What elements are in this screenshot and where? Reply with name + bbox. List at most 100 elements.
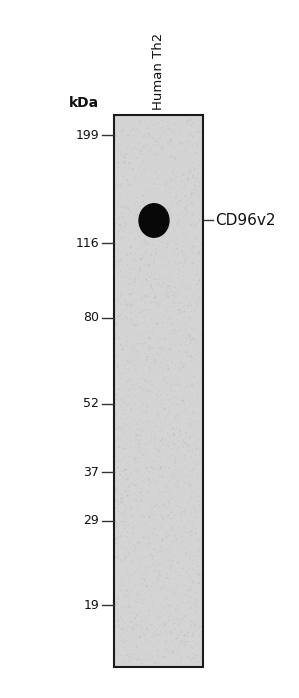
Point	[187, 570, 192, 581]
Point	[161, 602, 166, 614]
Point	[163, 332, 168, 343]
Point	[183, 318, 188, 329]
Point	[123, 299, 128, 310]
Point	[171, 494, 176, 505]
Point	[197, 570, 202, 581]
Point	[127, 384, 132, 395]
Point	[184, 547, 189, 558]
Point	[136, 504, 141, 515]
Point	[170, 290, 175, 302]
Point	[190, 642, 195, 653]
Point	[167, 331, 171, 342]
Point	[158, 131, 162, 142]
Point	[157, 501, 162, 512]
Point	[194, 595, 199, 606]
Point	[123, 486, 128, 497]
Point	[149, 174, 154, 185]
Point	[174, 470, 179, 481]
Point	[131, 607, 136, 618]
Point	[184, 380, 189, 392]
Point	[177, 467, 181, 478]
Point	[131, 163, 136, 174]
Point	[133, 173, 138, 184]
Point	[132, 452, 137, 463]
Point	[141, 131, 145, 142]
Point	[196, 255, 201, 267]
Point	[162, 231, 167, 242]
Point	[193, 185, 198, 196]
Point	[168, 281, 173, 292]
Point	[141, 306, 146, 317]
Point	[122, 451, 127, 462]
Point	[120, 343, 125, 355]
Point	[184, 427, 189, 438]
Point	[131, 341, 135, 352]
Point	[118, 255, 123, 267]
Point	[130, 632, 135, 644]
Point	[128, 616, 133, 628]
Point	[190, 378, 195, 389]
Point	[191, 564, 196, 575]
Point	[190, 291, 195, 302]
Point	[159, 142, 164, 154]
Point	[115, 433, 120, 445]
Point	[145, 623, 150, 634]
Point	[135, 609, 140, 621]
Point	[179, 531, 184, 542]
Point	[127, 417, 132, 428]
Point	[168, 227, 173, 238]
Point	[171, 429, 176, 440]
Point	[128, 299, 133, 311]
Text: 52: 52	[83, 397, 99, 410]
Point	[158, 221, 162, 232]
Point	[191, 652, 196, 663]
Point	[120, 615, 125, 626]
Point	[116, 144, 120, 156]
Point	[196, 216, 201, 227]
Point	[144, 623, 149, 634]
Point	[163, 205, 168, 216]
Point	[133, 543, 138, 554]
Point	[159, 435, 164, 446]
Point	[154, 449, 158, 460]
Point	[196, 168, 201, 179]
Point	[169, 504, 173, 515]
Point	[180, 212, 185, 223]
Point	[135, 318, 140, 329]
Point	[174, 186, 179, 197]
Point	[135, 192, 139, 203]
Point	[119, 623, 124, 634]
Point	[167, 312, 172, 323]
Point	[170, 200, 175, 211]
Point	[157, 484, 161, 496]
Point	[128, 272, 132, 283]
Point	[191, 170, 196, 181]
Point	[148, 375, 153, 386]
Point	[189, 350, 194, 362]
Point	[159, 132, 164, 143]
Point	[141, 190, 145, 201]
Point	[155, 207, 160, 218]
Point	[175, 272, 180, 283]
Point	[124, 562, 129, 573]
Point	[176, 620, 181, 631]
Point	[171, 306, 176, 318]
Point	[173, 566, 178, 577]
Point	[131, 648, 136, 660]
Point	[165, 568, 170, 579]
Point	[159, 389, 164, 401]
Point	[119, 447, 123, 458]
Point	[184, 418, 189, 429]
Point	[169, 211, 174, 223]
Point	[166, 615, 171, 626]
Point	[177, 304, 181, 315]
Point	[133, 131, 138, 142]
Point	[137, 138, 142, 149]
Point	[189, 198, 193, 209]
Point	[190, 199, 195, 210]
Point	[182, 611, 187, 623]
Point	[192, 407, 197, 418]
Point	[141, 490, 146, 501]
Point	[189, 451, 193, 462]
Point	[170, 522, 174, 533]
